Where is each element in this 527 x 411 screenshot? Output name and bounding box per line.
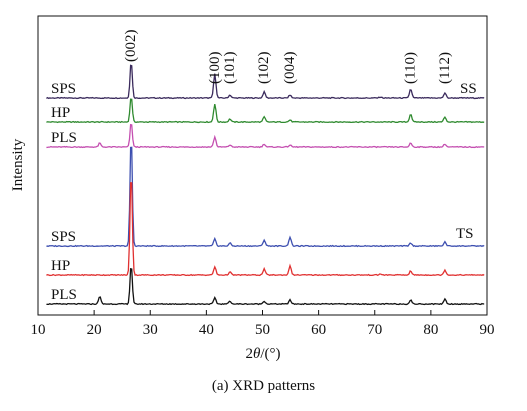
group-label-ss: SS [460,81,477,97]
series-label-ss-sps: SPS [51,81,76,97]
series-labels: SPS HP PLS SPS HP PLS [51,81,77,303]
peak-label: (102) [256,52,272,85]
series-line-ts-hp [46,182,485,277]
series-label-ss-hp: HP [51,105,70,121]
figure-caption: (a) XRD patterns [211,378,316,394]
peak-label: (101) [222,52,238,85]
series-label-ts-sps: SPS [51,229,76,245]
peak-label: (100) [207,52,223,85]
x-tick-label: 60 [311,322,326,338]
group-label-ts: TS [456,226,474,242]
x-ticks: 10 20 30 40 50 60 70 80 90 [31,310,495,338]
x-tick-label: 70 [367,322,382,338]
series-line-ss-pls [46,123,485,149]
x-tick-label: 50 [255,322,270,338]
x-tick-label: 30 [143,322,158,338]
peak-label: (110) [403,52,419,84]
x-tick-label: 10 [31,322,46,338]
series-line-ts-pls [46,267,485,306]
series-lines [46,64,485,306]
series-label-ts-hp: HP [51,258,70,274]
series-line-ts-sps [46,146,485,248]
series-label-ss-pls: PLS [51,130,77,146]
x-tick-label: 90 [480,322,495,338]
x-axis-label-prefix: 2 [245,346,253,362]
x-axis-label: 2θ/(°) [245,346,280,362]
xrd-chart: 10 20 30 40 50 60 70 80 90 SPS HP PLS SPS HP PLS (002… [10,15,495,362]
peak-label: (112) [437,52,453,84]
x-tick-label: 20 [87,322,102,338]
x-tick-label: 80 [423,322,438,338]
x-axis-label-symbol: θ [253,346,261,362]
x-tick-label: 40 [199,322,214,338]
peak-labels: (002) (100) (101) (102) (004) (110) (112) [123,30,453,85]
series-line-ss-hp [46,98,485,124]
peak-label: (002) [123,30,139,63]
y-axis-label: Intensity [10,138,26,191]
series-label-ts-pls: PLS [51,287,77,303]
peak-label: (004) [282,52,298,85]
x-axis-label-suffix: /(°) [260,346,280,362]
series-line-ss-sps [46,64,485,100]
